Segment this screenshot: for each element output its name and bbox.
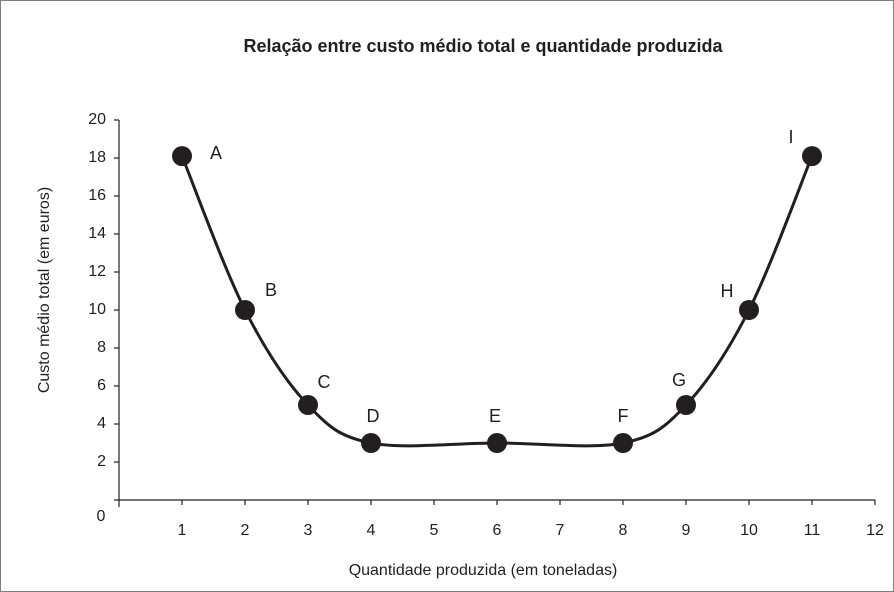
marker	[613, 433, 633, 453]
x-tick-label: 10	[740, 522, 758, 539]
x-tick-label: 2	[241, 522, 250, 539]
x-tick-label: 8	[619, 522, 628, 539]
y-tick-label: 2	[97, 453, 106, 470]
marker	[298, 395, 318, 415]
point-label: H	[721, 281, 734, 301]
marker	[487, 433, 507, 453]
x-tick-label: 11	[804, 522, 821, 539]
y-tick-label: 8	[97, 339, 106, 356]
point-label: B	[265, 280, 277, 300]
x-tick-label: 3	[304, 522, 313, 539]
point-label: G	[672, 370, 686, 390]
point-label: D	[367, 406, 380, 426]
marker	[676, 395, 696, 415]
x-tick-label: 1	[178, 522, 187, 539]
y-tick-label: 10	[88, 301, 106, 318]
marker	[172, 146, 192, 167]
point-label: A	[210, 143, 222, 163]
y-tick-label: 16	[88, 187, 106, 204]
point-label: C	[318, 372, 331, 392]
x-tick-label: 12	[866, 522, 884, 539]
marker	[361, 433, 381, 453]
y-tick-label: 20	[88, 111, 106, 128]
y-tick-label: 12	[88, 263, 106, 280]
y-tick-label: 0	[97, 508, 106, 525]
y-tick-label: 14	[88, 225, 106, 242]
x-tick-label: 6	[493, 522, 502, 539]
y-axis-label: Custo médio total (em euros)	[36, 187, 53, 393]
marker	[739, 300, 759, 320]
x-tick-label: 4	[367, 522, 376, 539]
x-tick-label: 5	[430, 522, 439, 539]
y-tick-label: 4	[97, 415, 106, 432]
y-tick-label: 6	[97, 377, 106, 394]
marker	[235, 300, 255, 320]
x-tick-label: 9	[682, 522, 691, 539]
marker	[802, 146, 822, 167]
x-tick-label: 7	[556, 522, 565, 539]
point-label: I	[788, 127, 793, 147]
y-tick-label: 18	[88, 149, 106, 166]
point-label: F	[618, 406, 629, 426]
point-label: E	[489, 406, 501, 426]
x-axis-label: Quantidade produzida (em toneladas)	[349, 562, 618, 579]
chart-title: Relação entre custo médio total e quanti…	[243, 36, 723, 56]
